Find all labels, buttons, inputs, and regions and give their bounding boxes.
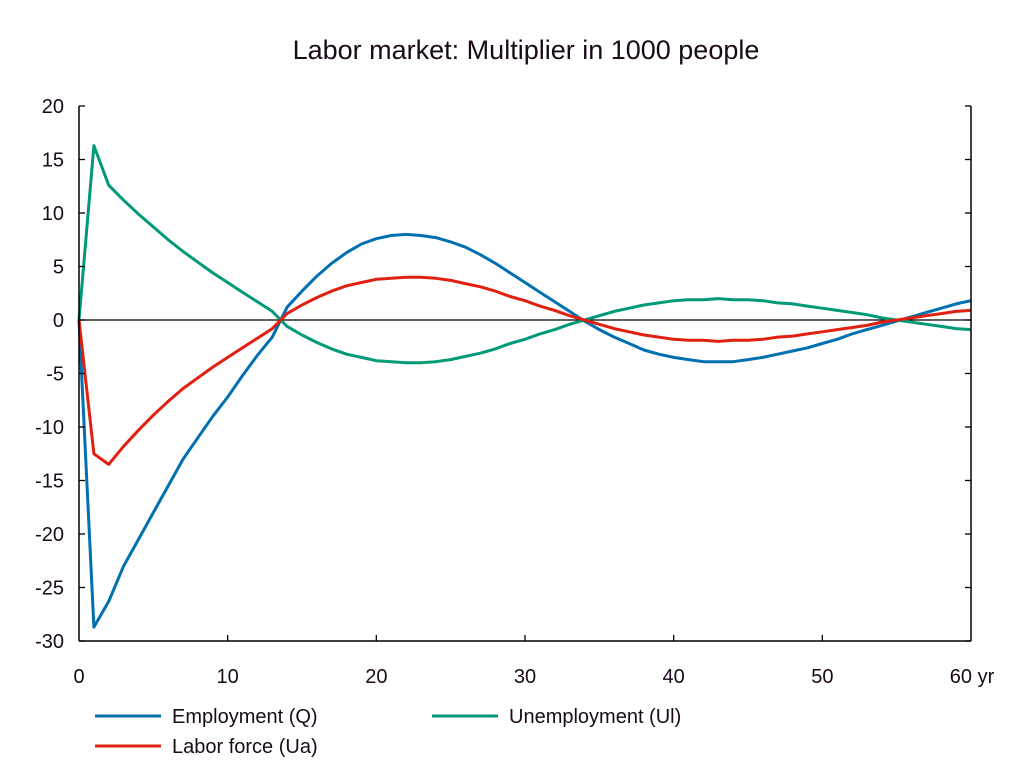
x-tick-label: 40 <box>663 666 685 688</box>
x-tick-label: 60 yr <box>950 666 995 688</box>
legend: Employment (Q) Unemployment (Ul) Labor for… <box>95 706 681 758</box>
legend-item-labor-force-ua: Labor force (Ua) <box>95 736 318 758</box>
axis-ticks <box>79 105 971 642</box>
y-tick-labels: 20 15 10 5 0 -5 -10 -15 -20 -25 -30 <box>35 96 64 653</box>
chart-title: Labor market: Multiplier in 1000 people <box>293 35 760 65</box>
x-tick-labels: 0 10 20 30 40 50 60 yr <box>73 666 994 688</box>
y-tick-label: -20 <box>35 524 64 546</box>
legend-item-employment-q: Employment (Q) <box>95 706 318 728</box>
x-tick-label: 0 <box>73 666 84 688</box>
x-tick-label: 50 <box>811 666 833 688</box>
y-tick-label: 5 <box>53 257 64 279</box>
x-tick-label: 10 <box>217 666 239 688</box>
legend-item-unemployment-ul: Unemployment (Ul) <box>432 706 681 728</box>
legend-label: Labor force (Ua) <box>172 736 318 758</box>
y-tick-label: 20 <box>42 96 64 118</box>
legend-label: Unemployment (Ul) <box>509 706 681 728</box>
y-tick-label: 10 <box>42 203 64 225</box>
x-tick-label: 20 <box>365 666 387 688</box>
x-tick-label: 30 <box>514 666 536 688</box>
series-line-labor-force-ua <box>77 275 972 466</box>
y-tick-label: 15 <box>42 150 64 172</box>
y-tick-label: 0 <box>53 310 64 332</box>
series-line-unemployment-ul <box>77 144 972 365</box>
y-tick-label: -15 <box>35 471 64 493</box>
y-tick-label: -25 <box>35 578 64 600</box>
series-layer <box>77 144 972 629</box>
y-tick-label: -30 <box>35 631 64 653</box>
series-line-employment-q <box>77 232 972 629</box>
y-tick-label: -5 <box>46 364 64 386</box>
legend-label: Employment (Q) <box>172 706 318 728</box>
y-tick-label: -10 <box>35 417 64 439</box>
